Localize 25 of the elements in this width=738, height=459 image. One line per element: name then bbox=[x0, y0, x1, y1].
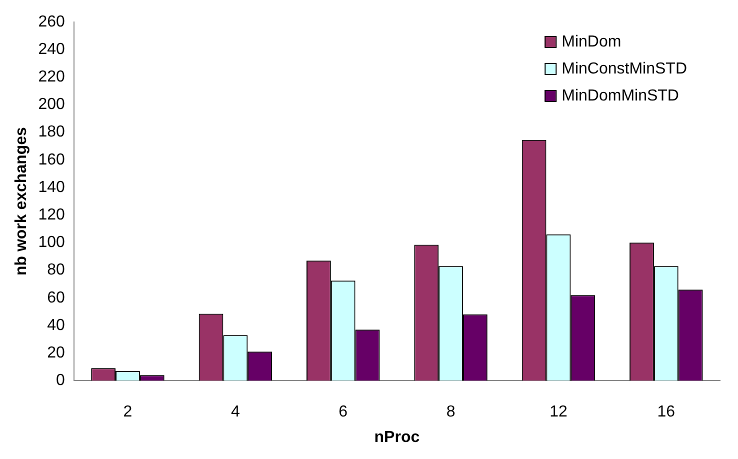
y-tick-label: 260 bbox=[38, 13, 65, 30]
y-tick-label: 160 bbox=[38, 151, 65, 168]
x-tick-label: 8 bbox=[446, 404, 456, 421]
y-tick-label: 80 bbox=[47, 262, 65, 279]
y-tick-label: 120 bbox=[38, 206, 65, 224]
y-tick-label: 240 bbox=[38, 40, 65, 58]
x-tick-label: 16 bbox=[657, 404, 676, 421]
y-tick-label: 40 bbox=[47, 316, 65, 334]
legend-label: MinDom bbox=[562, 33, 622, 50]
y-axis-title: nb work exchanges bbox=[13, 126, 30, 276]
y-tick-label: 200 bbox=[38, 96, 65, 114]
y-tick-label: 20 bbox=[47, 344, 65, 362]
y-tick-label: 60 bbox=[47, 289, 65, 306]
y-tick-label: 140 bbox=[38, 178, 65, 196]
y-tick-label: 100 bbox=[38, 234, 65, 252]
x-axis-title: nProc bbox=[374, 428, 420, 446]
x-tick-label: 2 bbox=[123, 404, 132, 421]
y-tick-label: 220 bbox=[38, 68, 65, 86]
y-tick-label: 180 bbox=[38, 124, 65, 141]
x-tick-label: 12 bbox=[550, 404, 568, 421]
x-tick-label: 6 bbox=[338, 404, 348, 421]
legend-label: MinConstMinSTD bbox=[562, 60, 687, 78]
legend-label: MinDomMinSTD bbox=[562, 87, 679, 104]
x-tick-label: 4 bbox=[230, 404, 240, 421]
y-tick-label: 0 bbox=[56, 372, 65, 390]
